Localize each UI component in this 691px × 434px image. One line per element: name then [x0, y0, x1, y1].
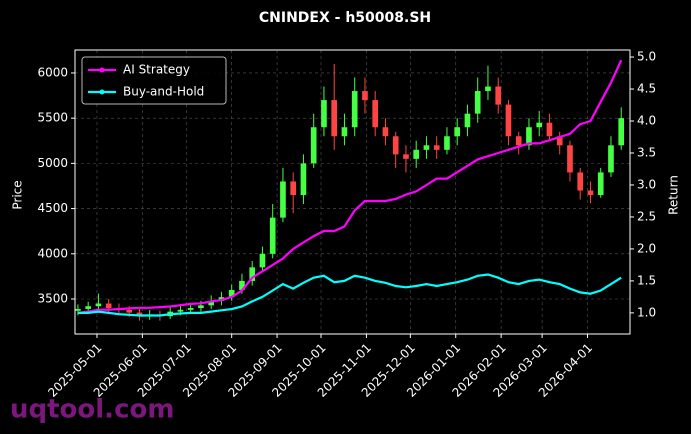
candle-body — [382, 127, 389, 137]
y-tick-label: 4000 — [37, 246, 68, 260]
candle-body — [85, 306, 92, 309]
candle-body — [454, 127, 461, 137]
candle-body — [505, 104, 512, 137]
return-line — [77, 59, 623, 314]
candle-body — [105, 303, 112, 309]
candle-body — [536, 122, 543, 128]
candle-body — [341, 127, 348, 137]
candle-body — [515, 136, 522, 146]
y-tick-label: 4500 — [37, 201, 68, 215]
candle-body — [526, 127, 532, 146]
candle-body — [556, 136, 563, 146]
candle-body — [433, 145, 440, 150]
candle-body — [403, 154, 409, 159]
y2-tick-label: 5.0 — [637, 50, 656, 64]
y2-tick-label: 1.5 — [637, 273, 656, 287]
y-tick-label: 6000 — [37, 65, 68, 79]
plot-frame — [74, 49, 631, 335]
legend-marker — [99, 67, 105, 73]
candle-body — [392, 136, 399, 155]
candle-body — [177, 309, 184, 312]
candle-body — [597, 172, 604, 196]
return-line — [77, 273, 622, 317]
candle-body — [198, 305, 204, 309]
legend-box — [81, 56, 227, 105]
y2-tick-label: 3.5 — [637, 145, 656, 159]
legend-label: AI Strategy — [123, 63, 190, 77]
candle-body — [444, 136, 450, 150]
candle-body — [474, 91, 481, 114]
watermark: uqtool.com — [10, 395, 174, 425]
candle-body — [239, 280, 245, 290]
y-axis-label: Price — [11, 180, 25, 209]
y2-tick-label: 4.5 — [637, 82, 656, 96]
y2-tick-label: 2.5 — [637, 209, 656, 223]
candle-body — [485, 86, 491, 92]
legend-label: Buy-and-Hold — [123, 85, 204, 99]
candle-body — [618, 118, 625, 146]
candle-body — [249, 267, 256, 281]
candle-body — [187, 308, 194, 310]
candle-body — [362, 91, 368, 101]
candle-body — [567, 145, 573, 173]
candle-body — [290, 181, 297, 196]
candle-body — [95, 303, 102, 307]
candle-body — [136, 312, 143, 316]
candle-body — [495, 86, 502, 105]
candle-body — [577, 172, 584, 191]
y-tick-label: 3500 — [37, 292, 68, 306]
y-tick-label: 5000 — [37, 156, 68, 170]
candle-body — [608, 145, 614, 173]
y2-axis-label: Return — [667, 175, 681, 215]
candle-body — [423, 145, 430, 150]
candle-body — [464, 113, 471, 128]
candle-body — [269, 217, 276, 254]
candle-body — [126, 309, 133, 313]
candle-body — [228, 289, 235, 298]
y2-tick-label: 3.0 — [637, 177, 656, 191]
candle-body — [413, 149, 420, 159]
candle-body — [372, 100, 379, 128]
candle-body — [587, 190, 594, 196]
candle-body — [321, 100, 327, 128]
candle-body — [331, 100, 338, 137]
candle-body — [310, 127, 317, 164]
candle-body — [280, 181, 286, 218]
candle-body — [259, 253, 266, 268]
y-tick-label: 5500 — [37, 111, 68, 125]
y2-tick-label: 2.0 — [637, 241, 656, 255]
candle-body — [546, 122, 553, 137]
y2-tick-label: 1.0 — [637, 305, 656, 319]
legend-marker — [99, 89, 105, 95]
candle-body — [208, 300, 215, 306]
candle-body — [351, 91, 358, 128]
candle-body — [75, 308, 81, 311]
candle-body — [300, 163, 307, 196]
chart-title: CNINDEX - h50008.SH — [259, 10, 431, 26]
y2-tick-label: 4.0 — [637, 114, 656, 128]
